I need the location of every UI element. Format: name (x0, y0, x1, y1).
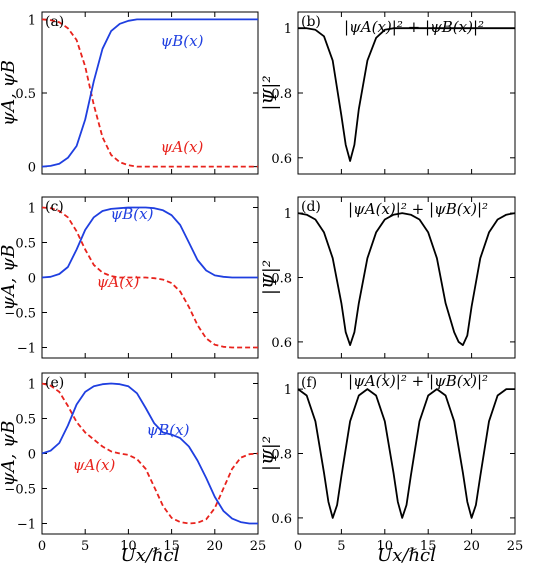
series-line-psi-a (41, 382, 259, 525)
y-tick-label: 0.5 (15, 413, 36, 428)
y-tick-label: 0 (28, 272, 36, 287)
y-tick-label: −0.5 (4, 307, 36, 322)
y-tick-label: −0.5 (4, 483, 36, 498)
x-tick-label: 25 (507, 539, 524, 554)
series-line-psi-a (41, 206, 258, 349)
y-tick-label: 1 (284, 383, 292, 398)
panel-label: (d) (301, 199, 321, 215)
x-axis-label: Ux/ℏcl (121, 545, 180, 566)
series-annotation: ψB(x) (161, 32, 204, 50)
panel-title: |ψA(x)|² + |ψB(x)|² (348, 372, 488, 390)
x-tick-label: 0 (294, 539, 302, 554)
x-tick-label: 20 (463, 539, 480, 554)
y-tick-label: 0 (28, 161, 36, 176)
series-line-psi-b (41, 206, 258, 279)
x-tick-label: 5 (81, 539, 89, 554)
y-tick-label: 0.8 (271, 272, 292, 287)
panel-label: (c) (45, 199, 64, 215)
series-annotation: ψB(x) (111, 205, 154, 223)
y-tick-label: −1 (17, 342, 36, 357)
panel-frame (41, 372, 259, 535)
y-axis-label: |Ψ|² (260, 436, 281, 471)
y-tick-label: 1 (284, 22, 292, 37)
panel-title: |ψA(x)|² + |ψB(x)|² (348, 200, 488, 218)
panel-frame (297, 11, 516, 175)
x-tick-label: 10 (377, 539, 394, 554)
y-tick-label: −1 (17, 518, 36, 533)
panel-d: 0.6 0.8 1 (d) |ψA(x)|² + |ψB(x)|² |Ψ|² (260, 196, 516, 359)
series-line-norm (297, 388, 515, 519)
y-tick-label: 0.6 (271, 512, 292, 527)
panel-title: |ψA(x)|² + |ψB(x)|² (344, 18, 484, 36)
y-axis-label: ψA, ψB (0, 245, 19, 311)
x-axis-label: Ux/ℏcl (377, 545, 436, 566)
panel-c: −1 −0.5 0 0.5 1 (c) ψB(x) ψA(x) ψA, ψB (0, 196, 259, 359)
series-line-norm (297, 212, 516, 347)
y-tick-label: 1 (28, 378, 36, 393)
panel-frame (297, 196, 516, 359)
panel-a: 0 0.5 1 (a) ψB(x) ψA(x) ψA, ψB (0, 11, 259, 176)
panel-label: (e) (45, 375, 64, 391)
series-annotation: ψA(x) (161, 138, 204, 156)
panel-e: −1−0.500.510 5 10 15 20 25(e)ψB(x)ψA(x)ψA, ψB… (0, 372, 267, 566)
y-tick-label: 0.6 (271, 152, 292, 167)
series-line-psi-b (41, 18, 258, 168)
y-axis-label: |Ψ|² (260, 75, 281, 110)
x-tick-label: 15 (163, 539, 180, 554)
y-tick-label: 0 (28, 448, 36, 463)
panel-label: (b) (301, 14, 321, 30)
y-axis-label: ψA, ψB (0, 421, 19, 487)
series-annotation: ψA(x) (73, 456, 116, 474)
x-tick-label: 15 (420, 539, 437, 554)
y-tick-label: 0.6 (271, 336, 292, 351)
series-annotation: ψB(x) (147, 421, 190, 439)
y-axis-label: |Ψ|² (260, 260, 281, 295)
x-tick-label: 0 (38, 539, 46, 554)
panel-label: (a) (45, 14, 64, 30)
panel-label: (f) (301, 375, 317, 391)
series-annotation: ψA(x) (97, 273, 140, 291)
x-tick-label: 10 (120, 539, 137, 554)
x-tick-label: 20 (207, 539, 224, 554)
panel-b: 0.6 0.8 1 (b) |ψA(x)|² + |ψB(x)|² |Ψ|² (260, 11, 516, 175)
y-tick-label: 0.8 (271, 448, 292, 463)
panel-f: 0.60.810 5 10 15 20 25(f) |ψA(x)|² + |ψB(x)|²|… (260, 372, 523, 566)
y-tick-label: 0.5 (15, 237, 36, 252)
y-tick-label: 1 (284, 207, 292, 222)
y-tick-label: 1 (28, 13, 36, 28)
series-line-psi-a (41, 18, 258, 168)
x-tick-label: 25 (250, 539, 267, 554)
y-tick-label: 0.8 (271, 87, 292, 102)
y-tick-label: 0.5 (15, 87, 36, 102)
y-tick-label: 1 (28, 202, 36, 217)
series-line-psi-b (41, 382, 258, 525)
y-axis-label: ψA, ψB (0, 60, 19, 126)
series-line-norm (298, 27, 515, 162)
x-tick-label: 5 (337, 539, 345, 554)
